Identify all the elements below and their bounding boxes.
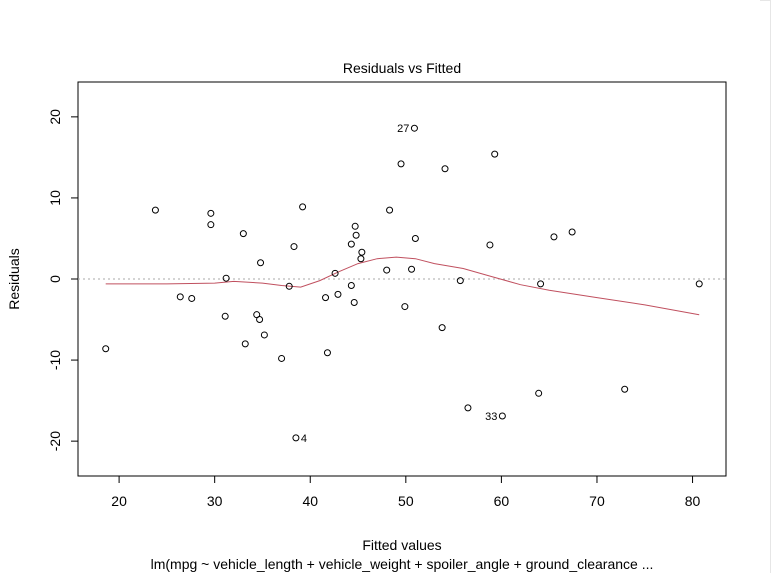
residual-point — [441, 165, 449, 173]
residual-point — [299, 203, 307, 211]
residual-point — [550, 233, 558, 241]
residual-point — [357, 255, 365, 263]
residual-point — [222, 274, 230, 282]
residual-point — [695, 280, 703, 288]
residual-point — [257, 259, 265, 267]
residual-point — [358, 248, 366, 256]
smoother-line — [105, 256, 700, 316]
residual-point — [331, 269, 339, 277]
residual-point — [350, 299, 358, 307]
residual-point — [464, 404, 472, 412]
residual-point — [537, 280, 545, 288]
residual-point — [410, 124, 418, 132]
y-axis-label: Residuals — [6, 248, 22, 309]
y-tick-label: 0 — [47, 275, 63, 283]
residual-point — [278, 354, 286, 362]
x-axis-label: Fitted values — [362, 537, 441, 553]
residual-point — [323, 349, 331, 357]
outlier-labels: 4 27 33 — [301, 123, 497, 445]
residual-point — [188, 294, 196, 302]
window-edge-top — [760, 0, 770, 1]
residual-point — [176, 293, 184, 301]
outlier-label: 27 — [397, 123, 409, 135]
x-axis: 20 30 40 50 60 70 80 — [111, 475, 701, 509]
residual-point — [386, 206, 394, 214]
residual-point — [239, 230, 247, 238]
residual-point — [535, 389, 543, 397]
residual-point — [486, 241, 494, 249]
residual-point — [151, 206, 159, 214]
residual-point — [241, 340, 249, 348]
residual-point — [568, 228, 576, 236]
residual-point — [352, 231, 360, 239]
residual-point — [292, 434, 300, 442]
x-tick-label: 70 — [589, 493, 605, 509]
y-axis: -20 -10 0 10 20 — [47, 109, 79, 451]
y-tick-label: -10 — [47, 350, 63, 370]
residual-point — [285, 282, 293, 290]
residual-point — [456, 277, 464, 285]
residual-point — [102, 345, 110, 353]
residual-point — [491, 150, 499, 158]
residual-point — [621, 385, 629, 393]
residual-point — [334, 290, 342, 298]
x-tick-label: 40 — [302, 493, 318, 509]
window-edge-right — [770, 0, 771, 573]
residual-point — [383, 266, 391, 274]
residual-point — [256, 316, 264, 324]
outlier-label: 4 — [301, 433, 307, 445]
residual-point — [411, 234, 419, 242]
residual-point — [347, 281, 355, 289]
chart-title: Residuals vs Fitted — [343, 60, 461, 76]
x-tick-label: 50 — [398, 493, 414, 509]
x-tick-label: 80 — [685, 493, 701, 509]
residual-point — [290, 243, 298, 251]
residual-point — [401, 303, 409, 311]
residual-point — [221, 312, 229, 320]
y-tick-label: 10 — [47, 190, 63, 206]
residual-point — [351, 222, 359, 230]
x-tick-label: 60 — [494, 493, 510, 509]
residual-points — [102, 124, 703, 442]
outlier-label: 33 — [485, 411, 497, 423]
residual-point — [322, 294, 330, 302]
residual-point — [207, 221, 215, 229]
y-tick-label: 20 — [47, 109, 63, 125]
x-tick-label: 20 — [111, 493, 127, 509]
x-tick-label: 30 — [207, 493, 223, 509]
residual-point — [438, 324, 446, 332]
residual-point — [347, 240, 355, 248]
y-tick-label: -20 — [47, 431, 63, 451]
residual-point — [397, 160, 405, 168]
residual-point — [408, 265, 416, 273]
residual-point — [260, 331, 268, 339]
model-formula-subtitle: lm(mpg ~ vehicle_length + vehicle_weight… — [151, 556, 654, 572]
residual-point — [207, 209, 215, 217]
residual-point — [498, 412, 506, 420]
